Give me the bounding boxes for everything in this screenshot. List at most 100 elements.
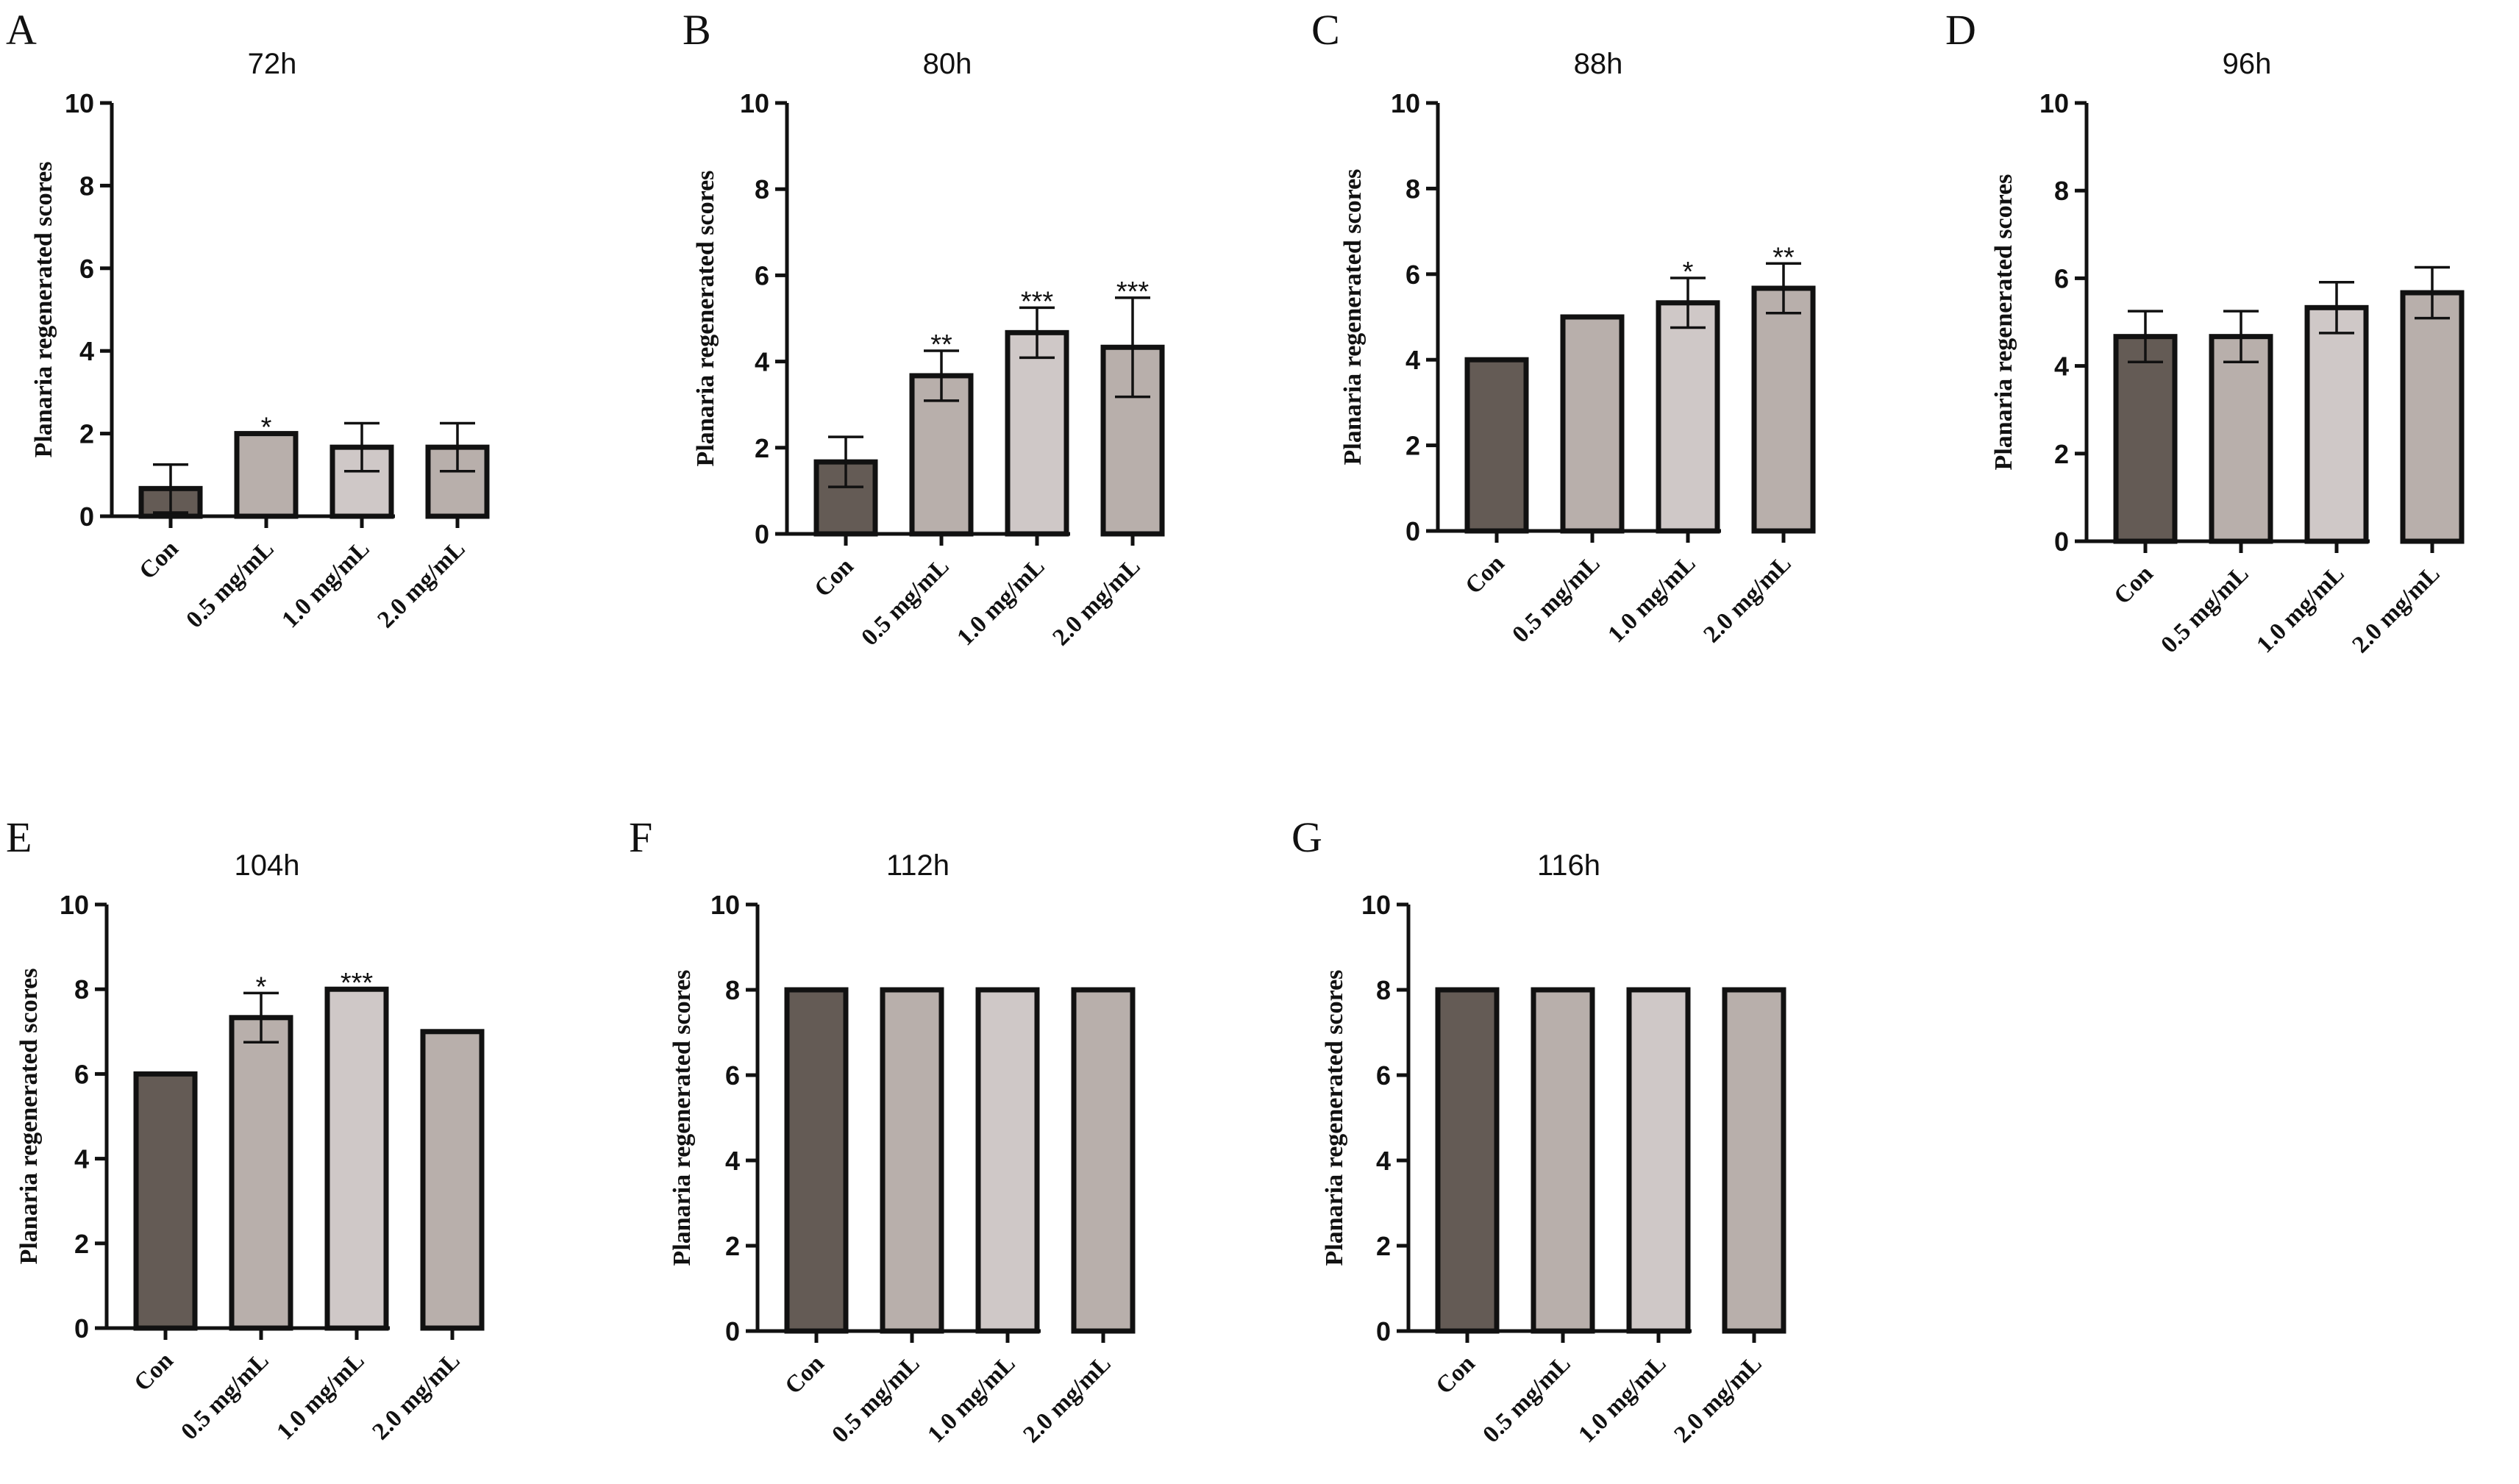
y-tick-label: 8 (2054, 176, 2069, 206)
y-tick-label: 0 (755, 519, 769, 549)
chart-title: 96h (2223, 48, 2272, 80)
chart-panel-a: A 72h Planaria regenerated scores 0 2 4 6 8 10 Co… (6, 6, 490, 633)
bar-c-2 (1656, 300, 1720, 534)
bar-c-1 (1560, 314, 1625, 534)
x-category-label: 0.5 mg/mL (2156, 560, 2254, 658)
chart-title: 116h (1537, 849, 1600, 882)
y-tick-label: 8 (1405, 174, 1420, 204)
y-axis-label: Planaria regenerated scores (669, 970, 696, 1266)
x-category-label: 2.0 mg/mL (1670, 1350, 1767, 1448)
y-tick-label: 6 (1405, 260, 1420, 290)
y-tick-label: 2 (2054, 439, 2069, 469)
bar-f-3 (1071, 987, 1136, 1334)
significance-marker: ** (1772, 242, 1795, 273)
x-category-label: Con (135, 535, 184, 585)
bar-c-3 (1751, 285, 1816, 534)
significance-marker: * (256, 971, 267, 1002)
y-tick-label: 10 (1391, 88, 1420, 118)
chart-panel-g: G 116h Planaria regenerated scores 0 2 4 6 8 10 C… (1291, 813, 1786, 1448)
chart-panel-e: E 104h Planaria regenerated scores 0 2 4 6 8 10 C… (6, 813, 485, 1445)
y-tick-label: 0 (725, 1316, 740, 1346)
panel-letter: F (629, 813, 652, 861)
bar-b-2 (1005, 329, 1069, 537)
x-category-label: 1.0 mg/mL (272, 1347, 370, 1445)
y-axis-label: Planaria regenerated scores (30, 162, 57, 458)
y-axis-label: Planaria regenerated scores (15, 968, 43, 1265)
y-tick-label: 6 (725, 1060, 740, 1091)
y-tick-label: 6 (2054, 263, 2069, 293)
x-category-label: Con (810, 553, 859, 602)
bar-d-2 (2304, 304, 2369, 544)
bar-g-2 (1626, 987, 1691, 1334)
y-tick-label: 6 (755, 260, 769, 290)
x-category-label: 1.0 mg/mL (277, 535, 375, 633)
y-tick-label: 10 (710, 890, 740, 920)
bar-d-1 (2209, 334, 2273, 544)
chart-panel-c: C 88h Planaria regenerated scores 0 2 4 6 8 10 Co… (1311, 6, 1816, 648)
bar-e-3 (420, 1029, 485, 1331)
y-axis-label: Planaria regenerated scores (692, 171, 719, 467)
bar-a-1 (234, 431, 299, 519)
y-axis-label: Planaria regenerated scores (1339, 169, 1367, 465)
y-tick-label: 8 (725, 975, 740, 1005)
bar-e-1 (229, 1015, 293, 1331)
x-category-label: 1.0 mg/mL (952, 553, 1050, 651)
x-category-label: 1.0 mg/mL (1603, 550, 1701, 648)
y-tick-label: 0 (79, 502, 94, 532)
bar-d-0 (2113, 334, 2178, 544)
y-tick-label: 6 (79, 254, 94, 284)
x-category-label: 2.0 mg/mL (2348, 560, 2445, 658)
panel-letter: B (683, 6, 711, 54)
y-tick-label: 0 (74, 1313, 89, 1344)
bar-g-3 (1722, 987, 1786, 1334)
y-tick-label: 4 (1405, 345, 1420, 375)
chart-panel-d: D 96h Planaria regenerated scores 0 2 4 6 8 10 Co… (1945, 6, 2465, 658)
y-tick-label: 8 (79, 171, 94, 201)
significance-marker: *** (341, 968, 374, 999)
panel-letter: E (6, 813, 32, 861)
y-tick-label: 10 (60, 890, 89, 920)
x-category-label: 2.0 mg/mL (1048, 553, 1146, 651)
chart-panel-f: F 112h Planaria regenerated scores 0 2 4 6 8 10 C… (629, 813, 1136, 1448)
bar-g-0 (1435, 987, 1500, 1334)
x-category-label: 0.5 mg/mL (182, 535, 279, 633)
x-category-label: 0.5 mg/mL (177, 1347, 274, 1445)
panel-letter: G (1291, 813, 1322, 861)
y-tick-label: 6 (1376, 1060, 1391, 1091)
chart-panel-b: B 80h Planaria regenerated scores 0 2 4 6 8 10 Co… (683, 6, 1165, 651)
bar-c-0 (1464, 357, 1529, 534)
y-tick-label: 0 (1376, 1316, 1391, 1346)
y-tick-label: 6 (74, 1059, 89, 1089)
significance-marker: * (1683, 257, 1694, 288)
significance-marker: * (261, 413, 272, 443)
chart-title: 80h (923, 48, 972, 80)
y-tick-label: 10 (740, 88, 769, 118)
y-tick-label: 4 (74, 1144, 89, 1174)
x-category-label: 2.0 mg/mL (373, 535, 471, 633)
bar-d-3 (2400, 290, 2465, 544)
x-category-label: 1.0 mg/mL (1574, 1350, 1672, 1448)
x-category-label: 0.5 mg/mL (1478, 1350, 1576, 1448)
panel-letter: A (6, 6, 37, 54)
bar-f-0 (784, 987, 849, 1334)
panel-letter: C (1311, 6, 1340, 54)
y-tick-label: 2 (74, 1229, 89, 1259)
chart-title: 112h (886, 849, 949, 882)
x-category-label: 0.5 mg/mL (857, 553, 955, 651)
x-category-label: Con (1461, 550, 1510, 599)
y-tick-label: 4 (2054, 352, 2069, 382)
bar-g-1 (1531, 987, 1595, 1334)
bar-e-0 (133, 1071, 198, 1331)
panel-letter: D (1945, 6, 1976, 54)
y-tick-label: 0 (1405, 516, 1420, 546)
x-category-label: 2.0 mg/mL (1019, 1350, 1116, 1448)
x-category-label: 1.0 mg/mL (923, 1350, 1021, 1448)
y-tick-label: 2 (725, 1231, 740, 1261)
chart-title: 88h (1574, 48, 1623, 80)
y-tick-label: 2 (755, 433, 769, 463)
y-axis-label: Planaria regenerated scores (1990, 174, 2017, 471)
bar-f-2 (975, 987, 1040, 1334)
x-category-label: Con (129, 1347, 179, 1396)
y-tick-label: 4 (725, 1146, 740, 1176)
